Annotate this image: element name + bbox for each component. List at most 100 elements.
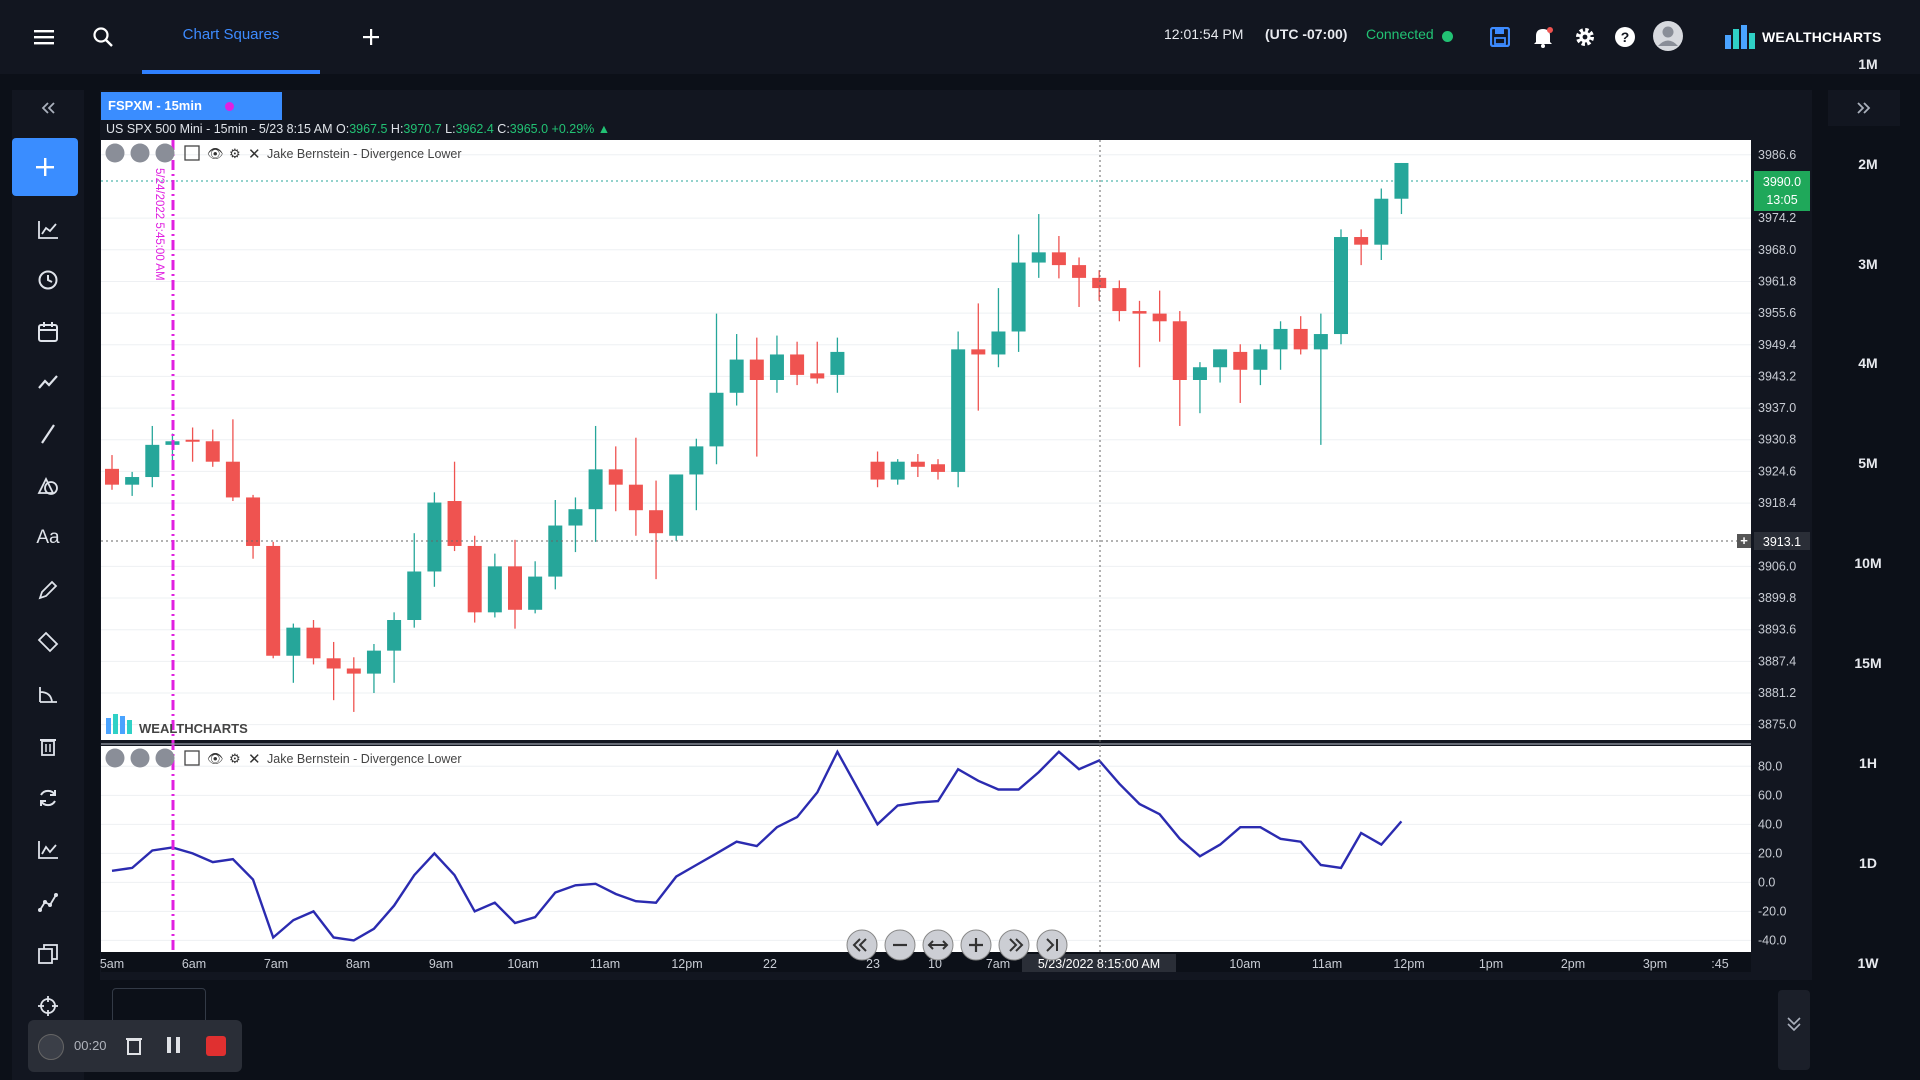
- pencil-icon[interactable]: [12, 568, 84, 612]
- recorder-stop-button[interactable]: [206, 1036, 226, 1056]
- crosshair-time-value: 5/23/2022 8:15:00 AM: [1038, 957, 1160, 971]
- price-axis-label: 3949.4: [1758, 338, 1796, 352]
- close-indicator-icon[interactable]: ✕: [248, 145, 261, 163]
- visibility-eye-icon[interactable]: 👁: [207, 147, 224, 162]
- candle-body: [1354, 237, 1369, 245]
- timeframe-2m[interactable]: 2M: [1858, 156, 1878, 172]
- menu-icon[interactable]: [30, 25, 58, 49]
- collapse-indicator-icon[interactable]: [130, 748, 150, 768]
- add-tab-icon[interactable]: [360, 26, 382, 48]
- double-chevron-left: [852, 938, 867, 952]
- candle-body: [1132, 311, 1147, 314]
- visibility-eye-icon[interactable]: 👁: [207, 752, 224, 767]
- scroll-down-button[interactable]: [1778, 990, 1810, 1070]
- price-axis-label: 3961.8: [1758, 274, 1796, 288]
- time-axis-label: 10am: [1229, 957, 1260, 971]
- timeframe-1h[interactable]: 1H: [1859, 755, 1877, 771]
- angle-icon[interactable]: [12, 672, 84, 716]
- last-price-bg: [1754, 171, 1810, 211]
- price-pane-indicator-header: 👁 ⚙ ✕ Jake Bernstein - Divergence Lower: [105, 143, 462, 163]
- left-toolbar: Aa: [12, 90, 84, 1080]
- timeframe-3m[interactable]: 3M: [1858, 256, 1878, 272]
- time-axis-bg: [101, 952, 1751, 972]
- remove-indicator-icon[interactable]: [105, 143, 125, 163]
- copy-icon[interactable]: [12, 932, 84, 976]
- oscillator-pane[interactable]: [101, 746, 1751, 952]
- minimize-indicator-icon[interactable]: [184, 750, 200, 766]
- text-tool-icon[interactable]: Aa: [36, 527, 60, 548]
- time-axis-label: 9am: [429, 957, 453, 971]
- candle-body: [790, 354, 805, 375]
- indicators-icon[interactable]: [12, 828, 84, 872]
- add-button[interactable]: [12, 138, 78, 196]
- gear-icon[interactable]: [1572, 24, 1598, 50]
- close-indicator-icon[interactable]: ✕: [248, 750, 261, 768]
- time-axis-label: 11am: [590, 957, 620, 971]
- price-axis-label: 3943.2: [1758, 369, 1796, 383]
- timeframe-1m[interactable]: 1M: [1858, 56, 1878, 72]
- info-interval: - 15min - 5/23 8:15 AM: [206, 122, 333, 136]
- crosshair-icon[interactable]: [12, 984, 84, 1028]
- candle-body: [387, 620, 402, 651]
- scroll-right-icon[interactable]: [998, 929, 1030, 961]
- indicator-settings-icon[interactable]: ⚙: [229, 752, 241, 767]
- remove-indicator-icon[interactable]: [105, 748, 125, 768]
- search-icon[interactable]: [90, 24, 116, 50]
- trash-icon[interactable]: [12, 724, 84, 768]
- candle-body: [447, 501, 462, 546]
- low-value: 3962.4: [455, 122, 494, 136]
- ohlc-info: US SPX 500 Mini - 15min - 5/23 8:15 AM O…: [106, 122, 610, 136]
- timeframe-10m[interactable]: 10M: [1854, 555, 1882, 571]
- timeframe-15m[interactable]: 15M: [1854, 655, 1882, 671]
- time-axis-label: 1pm: [1479, 957, 1503, 971]
- tab-chart-squares[interactable]: Chart Squares: [142, 0, 320, 74]
- clock-icon[interactable]: [12, 258, 84, 302]
- symbol-tab[interactable]: FSPXM - 15min: [101, 92, 282, 120]
- candle-body: [366, 650, 381, 674]
- line-tool-icon[interactable]: [12, 412, 84, 456]
- last-price-tag: 3990.0 13:05: [1754, 171, 1810, 211]
- collapse-indicator-icon[interactable]: [130, 143, 150, 163]
- save-icon[interactable]: [1488, 25, 1512, 49]
- recorder-pause-icon[interactable]: [166, 1036, 184, 1056]
- price-axis-label: 3974.2: [1758, 211, 1796, 225]
- trend-icon[interactable]: [12, 360, 84, 404]
- user-avatar-icon[interactable]: [1652, 20, 1684, 52]
- candle-body: [528, 576, 543, 610]
- recorder-delete-icon[interactable]: [124, 1034, 146, 1058]
- add-alert-icon[interactable]: [1737, 534, 1751, 548]
- move-indicator-icon[interactable]: [155, 143, 175, 163]
- timeframe-1d[interactable]: 1D: [1859, 855, 1877, 871]
- scroll-left-icon[interactable]: [846, 929, 878, 961]
- shapes-icon[interactable]: [12, 464, 84, 508]
- timeframe-4m[interactable]: 4M: [1858, 355, 1878, 371]
- ruler-icon[interactable]: [12, 620, 84, 664]
- node-line-icon[interactable]: [12, 880, 84, 924]
- price-axis-label: 3955.6: [1758, 306, 1796, 320]
- timeframe-1w[interactable]: 1W: [1857, 955, 1879, 971]
- candle-body: [1072, 265, 1087, 278]
- candle-body: [669, 474, 684, 536]
- countdown-value: 13:05: [1766, 193, 1797, 207]
- bell-icon[interactable]: [1530, 24, 1556, 50]
- wealthcharts-logo: WEALTHCHARTS: [1724, 22, 1884, 52]
- candle-body: [246, 497, 261, 546]
- help-icon[interactable]: ?: [1612, 24, 1638, 50]
- candle-body: [649, 510, 664, 534]
- refresh-icon[interactable]: [12, 776, 84, 820]
- instrument-name: US SPX 500 Mini: [106, 122, 203, 136]
- calendar-icon[interactable]: [12, 310, 84, 354]
- watermark-bar: [120, 716, 125, 734]
- candle-body: [407, 571, 422, 620]
- plus-glyph: [969, 938, 983, 952]
- candle-body: [1051, 252, 1066, 266]
- expand-panel-icon[interactable]: [1828, 90, 1900, 126]
- indicator-settings-icon[interactable]: ⚙: [229, 147, 241, 162]
- minimize-indicator-icon[interactable]: [184, 145, 200, 161]
- timeframe-5m[interactable]: 5M: [1858, 455, 1878, 471]
- chart-type-icon[interactable]: [12, 208, 84, 252]
- recorder-logo-icon[interactable]: [38, 1034, 64, 1060]
- move-indicator-icon[interactable]: [155, 748, 175, 768]
- collapse-sidebar-icon[interactable]: [12, 90, 84, 126]
